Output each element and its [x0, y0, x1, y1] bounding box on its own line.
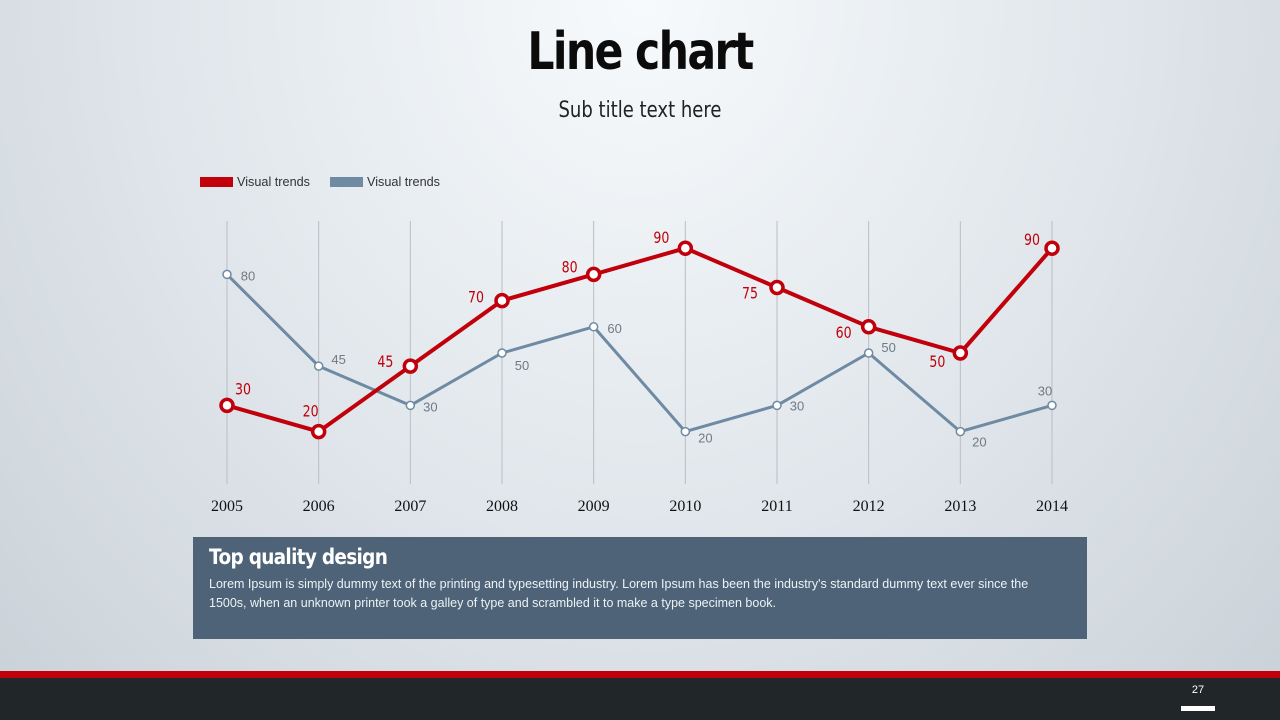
data-label-red: 75: [742, 284, 758, 303]
data-label-blue: 30: [790, 398, 804, 413]
data-label-red: 20: [303, 402, 319, 421]
page-number: 27: [1191, 684, 1205, 696]
data-label-red: 30: [235, 379, 251, 398]
data-point-red: [1044, 240, 1060, 256]
data-label-blue: 30: [423, 399, 437, 414]
x-tick-label: 2014: [1036, 498, 1068, 515]
footer-bar: [0, 678, 1280, 720]
slide-subtitle: Sub title text here: [558, 98, 722, 123]
data-point-red: [952, 345, 969, 361]
data-label-blue: 50: [515, 358, 529, 373]
data-point-red: [310, 423, 327, 440]
slide-title: Line chart: [527, 22, 754, 82]
data-point-blue: [955, 426, 966, 437]
legend-swatch: [200, 177, 233, 187]
data-point-blue: [497, 348, 507, 358]
x-tick-label: 2006: [303, 498, 335, 515]
data-label-red: 70: [468, 288, 484, 307]
data-label-blue: 30: [1038, 383, 1052, 398]
data-label-blue: 80: [241, 268, 255, 283]
data-point-blue: [863, 348, 874, 358]
data-point-red: [860, 319, 877, 335]
chart-x-axis: 2005 2006 2007 2008 2009 2010 2011 2012 2013 2014: [211, 498, 1068, 515]
data-label-blue: 45: [331, 352, 345, 367]
data-point-red: [585, 266, 602, 283]
page-number-underline: [1181, 706, 1215, 711]
x-tick-label: 2010: [669, 498, 701, 515]
info-heading: Top quality design: [209, 545, 388, 569]
x-tick-label: 2005: [211, 498, 243, 515]
data-point-blue: [313, 361, 324, 371]
data-label-blue: 50: [881, 340, 895, 355]
x-tick-label: 2008: [486, 498, 518, 515]
data-point-red: [769, 279, 785, 296]
footer-accent-bar: [0, 671, 1280, 678]
series-line-red: [225, 246, 1054, 434]
chart-data-labels: 30 20 45 70 80 90 75 60 50 90 80 45 30 50 60 20 30 50 20 30: [235, 228, 1052, 449]
data-point-red: [677, 240, 694, 256]
data-label-red: 90: [653, 228, 669, 247]
chart-legend: Visual trends Visual trends: [200, 174, 440, 189]
info-box: Top quality design Lorem Ipsum is simply…: [193, 537, 1087, 639]
data-label-red: 80: [562, 257, 578, 276]
legend-label: Visual trends: [367, 174, 440, 189]
data-label-red: 60: [836, 323, 852, 342]
data-label-red: 50: [929, 352, 945, 371]
legend-label: Visual trends: [237, 174, 310, 189]
data-point-red: [402, 358, 419, 374]
data-label-blue: 20: [698, 431, 712, 446]
data-point-blue: [680, 426, 691, 437]
legend-swatch: [330, 177, 363, 187]
data-point-blue: [588, 322, 599, 332]
data-point-red: [494, 292, 510, 309]
data-point-red: [219, 397, 235, 414]
x-tick-label: 2009: [578, 498, 610, 515]
x-tick-label: 2013: [944, 498, 976, 515]
data-label-blue: 20: [972, 435, 986, 450]
data-point-blue: [405, 400, 416, 411]
x-tick-label: 2011: [761, 498, 792, 515]
data-point-blue: [1047, 400, 1057, 411]
data-point-blue: [222, 269, 232, 280]
line-chart: Visual trends Visual trends 30 20 45 70 80 90 7…: [200, 174, 1068, 515]
x-tick-label: 2012: [853, 498, 885, 515]
x-tick-label: 2007: [394, 498, 426, 515]
chart-series: [219, 240, 1060, 440]
data-label-red: 90: [1024, 230, 1040, 249]
info-body: Lorem Ipsum is simply dummy text of the …: [209, 577, 1029, 610]
data-label-red: 45: [377, 352, 393, 371]
data-label-blue: 60: [607, 321, 621, 336]
series-line-blue: [225, 272, 1054, 434]
data-point-blue: [772, 400, 782, 411]
